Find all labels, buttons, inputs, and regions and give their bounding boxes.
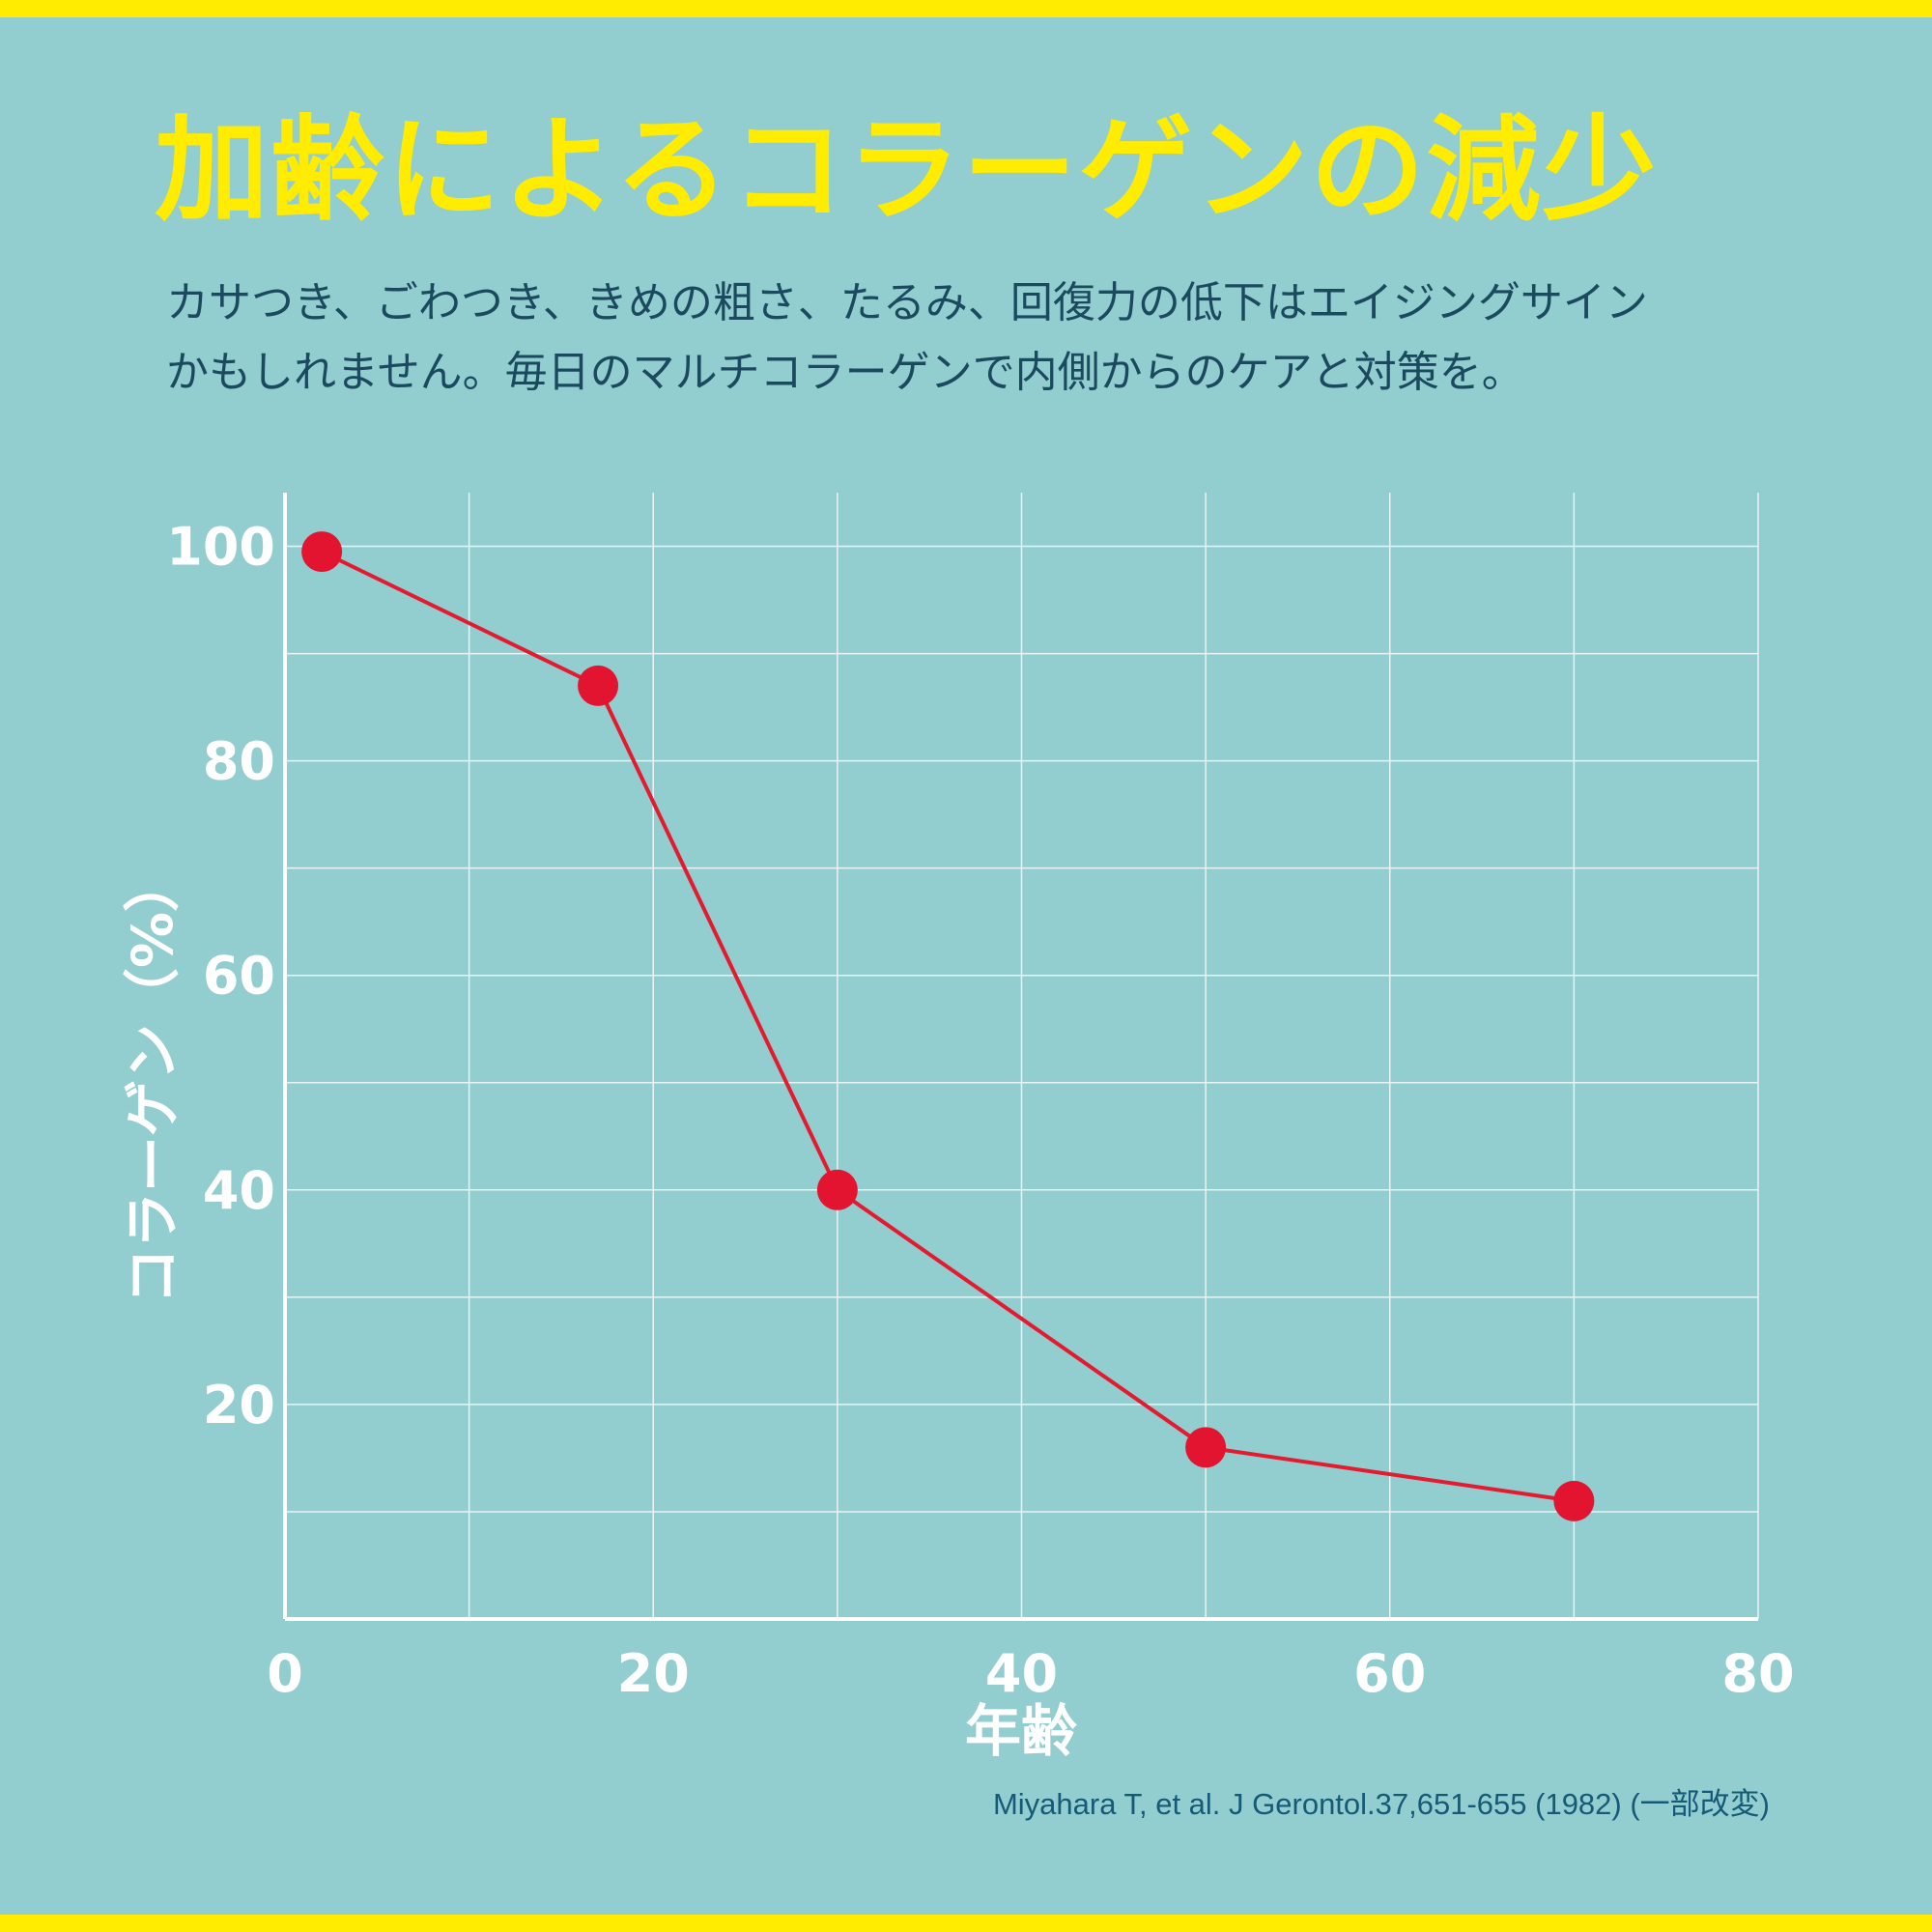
x-tick-label: 0 bbox=[267, 1643, 303, 1704]
chart-series bbox=[301, 531, 1595, 1521]
chart-tick-labels: 0 20 40 60 80 20 40 60 80 100 bbox=[166, 517, 1794, 1704]
data-point bbox=[1553, 1480, 1595, 1521]
x-tick-label: 20 bbox=[617, 1643, 690, 1704]
x-tick-label: 80 bbox=[1721, 1643, 1794, 1704]
y-tick-label: 60 bbox=[203, 946, 275, 1007]
x-tick-label: 60 bbox=[1353, 1643, 1426, 1704]
data-point bbox=[1185, 1427, 1227, 1468]
data-point bbox=[301, 531, 343, 573]
x-axis-label: 年齢 bbox=[965, 1698, 1077, 1764]
bottom-border bbox=[0, 1915, 1932, 1932]
y-tick-label: 100 bbox=[166, 517, 275, 578]
y-axis-label: コラーゲン（%） bbox=[120, 856, 185, 1304]
x-tick-label: 40 bbox=[985, 1643, 1058, 1704]
subtitle-line-2: かもしれません。毎日のマルチコラーゲンで内側からのケアと対策を。 bbox=[166, 348, 1524, 397]
data-point bbox=[578, 665, 619, 706]
y-tick-label: 40 bbox=[203, 1160, 275, 1221]
subtitle-line-1: カサつき、ごわつき、きめの粗さ、たるみ、回復力の低下はエイジングサイン bbox=[166, 278, 1648, 327]
y-tick-label: 80 bbox=[203, 731, 275, 792]
source-citation: Miyahara T, et al. J Gerontol.37,651-655… bbox=[992, 1787, 1770, 1821]
page-title: 加齢によるコラーゲンの減少 bbox=[155, 103, 1659, 237]
chart-axes bbox=[283, 493, 1758, 1621]
top-border bbox=[0, 0, 1932, 17]
page-subtitle: カサつき、ごわつき、きめの粗さ、たるみ、回復力の低下はエイジングサイン かもしれ… bbox=[166, 269, 1808, 408]
chart-grid bbox=[285, 493, 1759, 1619]
y-tick-label: 20 bbox=[203, 1375, 275, 1435]
data-point bbox=[816, 1169, 858, 1210]
series-line bbox=[321, 550, 1575, 1503]
